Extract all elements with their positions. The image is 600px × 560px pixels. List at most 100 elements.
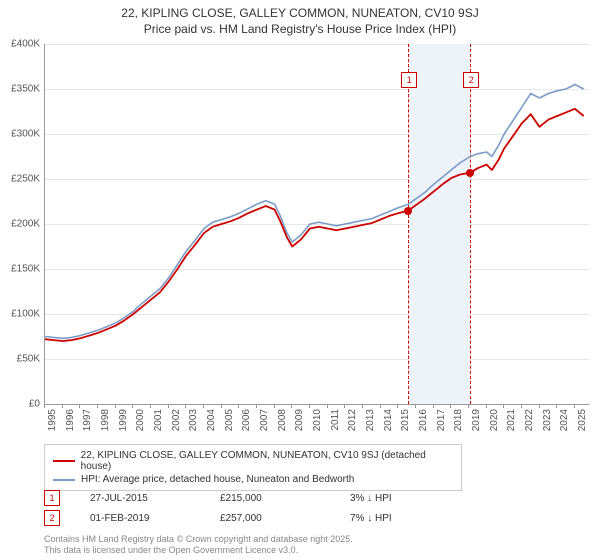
- x-tick: [44, 404, 45, 408]
- y-axis-label: £50K: [0, 354, 40, 365]
- y-axis-label: £400K: [0, 39, 40, 50]
- x-axis-label: 2019: [471, 409, 482, 431]
- legend-label: HPI: Average price, detached house, Nune…: [81, 474, 354, 485]
- sale-diff: 7% ↓ HPI: [350, 513, 450, 524]
- legend-item: HPI: Average price, detached house, Nune…: [53, 473, 453, 486]
- series-property: [45, 109, 584, 341]
- sale-number-box: 2: [44, 510, 60, 526]
- x-axis-label: 2025: [577, 409, 588, 431]
- plot-region: 12: [44, 44, 589, 405]
- sale-number-box: 1: [44, 490, 60, 506]
- legend-item: 22, KIPLING CLOSE, GALLEY COMMON, NUNEAT…: [53, 449, 453, 473]
- footer-text: Contains HM Land Registry data © Crown c…: [44, 534, 353, 557]
- legend-swatch: [53, 460, 75, 462]
- x-tick: [380, 404, 381, 408]
- x-axis-label: 2007: [259, 409, 270, 431]
- y-axis-label: £100K: [0, 309, 40, 320]
- x-tick: [327, 404, 328, 408]
- y-axis-label: £200K: [0, 219, 40, 230]
- x-axis-label: 2009: [294, 409, 305, 431]
- chart-container: 22, KIPLING CLOSE, GALLEY COMMON, NUNEAT…: [0, 0, 600, 560]
- x-tick: [185, 404, 186, 408]
- x-tick: [521, 404, 522, 408]
- x-tick: [539, 404, 540, 408]
- x-axis-label: 1996: [65, 409, 76, 431]
- x-axis-label: 2016: [418, 409, 429, 431]
- x-axis-label: 2018: [453, 409, 464, 431]
- x-axis-label: 1997: [82, 409, 93, 431]
- x-axis-label: 1999: [118, 409, 129, 431]
- x-axis-label: 2020: [489, 409, 500, 431]
- x-axis-label: 2021: [506, 409, 517, 431]
- x-axis-label: 2000: [135, 409, 146, 431]
- x-axis-label: 2001: [153, 409, 164, 431]
- x-axis-label: 2013: [365, 409, 376, 431]
- x-axis-label: 1998: [100, 409, 111, 431]
- x-axis-label: 2002: [171, 409, 182, 431]
- x-axis-label: 2011: [330, 409, 341, 431]
- x-tick: [132, 404, 133, 408]
- x-tick: [150, 404, 151, 408]
- x-axis-label: 2022: [524, 409, 535, 431]
- x-axis-label: 2012: [347, 409, 358, 431]
- x-axis-label: 2004: [206, 409, 217, 431]
- x-axis-label: 2006: [241, 409, 252, 431]
- x-tick: [486, 404, 487, 408]
- x-tick: [433, 404, 434, 408]
- x-axis-label: 2023: [542, 409, 553, 431]
- x-tick: [397, 404, 398, 408]
- x-tick: [291, 404, 292, 408]
- series-hpi: [45, 85, 584, 339]
- sale-date: 01-FEB-2019: [90, 513, 190, 524]
- chart-title: 22, KIPLING CLOSE, GALLEY COMMON, NUNEAT…: [0, 0, 600, 37]
- x-axis-label: 2014: [383, 409, 394, 431]
- title-line-1: 22, KIPLING CLOSE, GALLEY COMMON, NUNEAT…: [0, 6, 600, 22]
- x-tick: [168, 404, 169, 408]
- y-axis-label: £250K: [0, 174, 40, 185]
- series-svg: [45, 44, 589, 404]
- x-tick: [203, 404, 204, 408]
- x-axis-label: 2017: [436, 409, 447, 431]
- x-tick: [574, 404, 575, 408]
- x-axis-label: 2003: [188, 409, 199, 431]
- y-axis-label: £350K: [0, 84, 40, 95]
- sale-row: 1 27-JUL-2015 £215,000 3% ↓ HPI: [44, 490, 450, 506]
- x-tick: [274, 404, 275, 408]
- sale-price: £215,000: [220, 493, 320, 504]
- footer-line-2: This data is licensed under the Open Gov…: [44, 545, 353, 556]
- x-tick: [62, 404, 63, 408]
- x-tick: [415, 404, 416, 408]
- x-axis-label: 2010: [312, 409, 323, 431]
- x-tick: [115, 404, 116, 408]
- x-tick: [309, 404, 310, 408]
- x-tick: [238, 404, 239, 408]
- sale-dot: [466, 169, 474, 177]
- x-axis-label: 2015: [400, 409, 411, 431]
- sale-diff: 3% ↓ HPI: [350, 493, 450, 504]
- x-tick: [450, 404, 451, 408]
- x-axis-label: 2008: [277, 409, 288, 431]
- sale-row: 2 01-FEB-2019 £257,000 7% ↓ HPI: [44, 510, 450, 526]
- title-line-2: Price paid vs. HM Land Registry's House …: [0, 22, 600, 38]
- chart-area: 12 £0£50K£100K£150K£200K£250K£300K£350K£…: [44, 44, 588, 404]
- y-axis-label: £150K: [0, 264, 40, 275]
- x-tick: [503, 404, 504, 408]
- x-axis-label: 2024: [559, 409, 570, 431]
- x-tick: [97, 404, 98, 408]
- x-tick: [79, 404, 80, 408]
- x-tick: [556, 404, 557, 408]
- sale-date: 27-JUL-2015: [90, 493, 190, 504]
- x-tick: [256, 404, 257, 408]
- x-tick: [221, 404, 222, 408]
- legend-label: 22, KIPLING CLOSE, GALLEY COMMON, NUNEAT…: [81, 450, 453, 472]
- x-tick: [362, 404, 363, 408]
- x-tick: [344, 404, 345, 408]
- sale-dot: [404, 207, 412, 215]
- x-axis-label: 1995: [47, 409, 58, 431]
- y-axis-label: £300K: [0, 129, 40, 140]
- x-axis-label: 2005: [224, 409, 235, 431]
- legend-swatch: [53, 479, 75, 481]
- legend: 22, KIPLING CLOSE, GALLEY COMMON, NUNEAT…: [44, 444, 462, 491]
- sale-price: £257,000: [220, 513, 320, 524]
- x-tick: [468, 404, 469, 408]
